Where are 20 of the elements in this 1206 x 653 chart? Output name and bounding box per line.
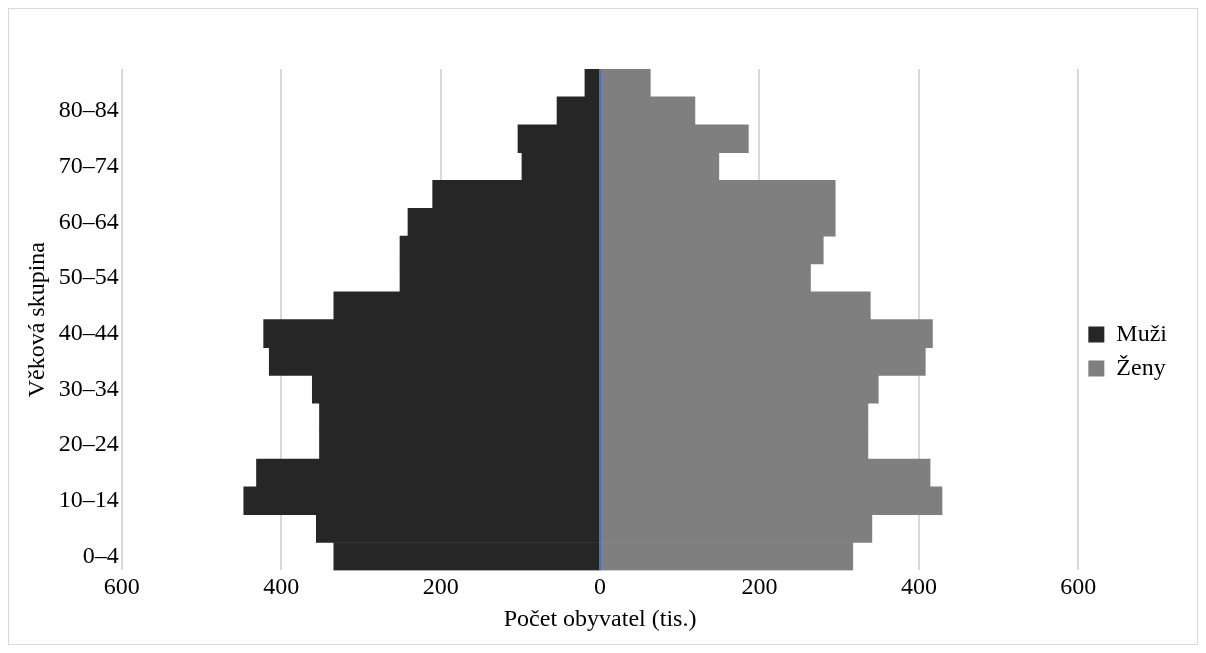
x-tick-label: 0: [594, 573, 607, 600]
y-tick-label: 30–34: [58, 374, 119, 401]
x-axis-title: Počet obyvatel (tis.): [503, 604, 697, 631]
x-tick-label: 400: [900, 573, 937, 600]
x-tick-label: 200: [422, 573, 459, 600]
y-tick-label: 20–24: [58, 430, 119, 457]
legend-label: Muži: [1116, 319, 1168, 346]
y-tick-label: 10–14: [58, 486, 119, 513]
x-tick-label: 600: [1060, 573, 1097, 600]
x-tick-label: 600: [103, 573, 140, 600]
x-tick-label: 200: [741, 573, 778, 600]
y-tick-label: 70–74: [58, 151, 119, 178]
y-tick-label: 60–64: [58, 207, 119, 234]
x-tick-label: 400: [263, 573, 300, 600]
y-tick-label: 0–4: [82, 541, 119, 568]
y-tick-label: 40–44: [58, 318, 119, 345]
y-tick-label: 80–84: [58, 96, 119, 123]
y-axis-title: Věková skupina: [22, 241, 49, 398]
legend-label: Ženy: [1116, 353, 1166, 380]
y-tick-label: 50–54: [58, 263, 119, 290]
